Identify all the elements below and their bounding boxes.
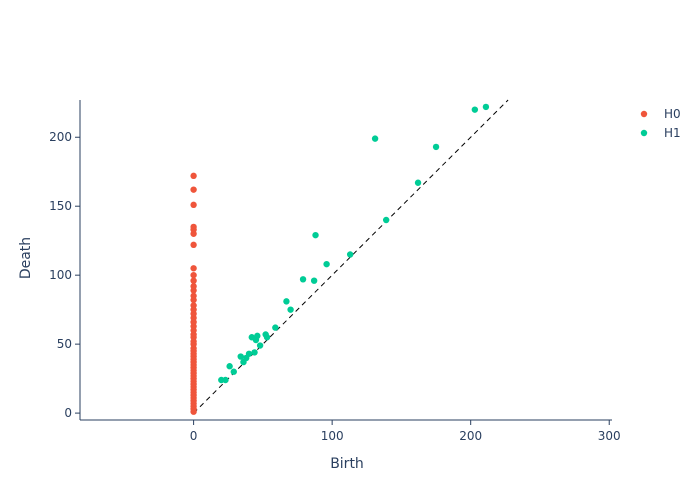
point-h0 xyxy=(190,283,197,290)
point-h0 xyxy=(190,292,197,300)
legend-label-h0: H0 xyxy=(664,107,681,121)
point-h1 xyxy=(471,106,479,113)
point-h0 xyxy=(190,302,197,309)
point-h1 xyxy=(312,231,319,239)
x-tick-label: 200 xyxy=(459,429,482,443)
y-tick-label: 0 xyxy=(64,406,72,420)
point-h1 xyxy=(263,334,271,341)
point-h1 xyxy=(432,143,440,151)
point-h0 xyxy=(190,265,197,272)
point-h1 xyxy=(310,277,318,284)
x-tick-label: 100 xyxy=(321,429,344,443)
point-h1 xyxy=(283,298,290,305)
y-tick-label: 200 xyxy=(49,130,72,144)
legend-item-h1[interactable]: H1 xyxy=(640,126,681,140)
legend: H0 H1 xyxy=(640,107,681,140)
legend-marker-h1 xyxy=(640,129,648,137)
point-h1 xyxy=(482,103,490,111)
point-h1 xyxy=(251,349,258,356)
point-h1 xyxy=(382,216,390,224)
point-h0 xyxy=(190,201,197,209)
point-h1 xyxy=(254,332,261,340)
x-axis-title: Birth xyxy=(330,456,364,472)
plot-area: 0 100 200 300 0 50 100 150 200 xyxy=(49,99,621,443)
legend-label-h1: H1 xyxy=(664,126,681,140)
point-h0 xyxy=(190,172,197,180)
point-h0 xyxy=(190,186,197,193)
y-tick-label: 50 xyxy=(57,337,72,351)
point-h1 xyxy=(256,342,264,349)
point-h0 xyxy=(190,223,197,231)
legend-item-h0[interactable]: H0 xyxy=(640,107,681,121)
point-h1 xyxy=(323,260,330,268)
x-tick-label: 0 xyxy=(190,429,198,443)
legend-marker-h0 xyxy=(640,110,648,118)
x-tick-label: 300 xyxy=(598,429,621,443)
point-h0 xyxy=(190,271,197,279)
point-h0 xyxy=(190,277,197,284)
point-h1 xyxy=(299,276,307,283)
y-tick-label: 150 xyxy=(49,199,72,213)
point-h1 xyxy=(230,368,237,375)
point-h0 xyxy=(190,241,197,249)
y-axis-title: Death xyxy=(18,237,34,279)
point-h1 xyxy=(346,251,354,258)
point-h1 xyxy=(371,135,379,142)
point-h1 xyxy=(287,306,294,313)
point-h1 xyxy=(414,179,422,186)
y-tick-label: 100 xyxy=(49,268,72,282)
point-h1 xyxy=(226,363,233,370)
point-h1 xyxy=(245,350,253,357)
point-h1 xyxy=(222,376,229,384)
point-h1 xyxy=(272,324,279,331)
series-h0 xyxy=(190,172,197,415)
point-h1 xyxy=(237,353,244,360)
series-h1 xyxy=(218,103,490,384)
